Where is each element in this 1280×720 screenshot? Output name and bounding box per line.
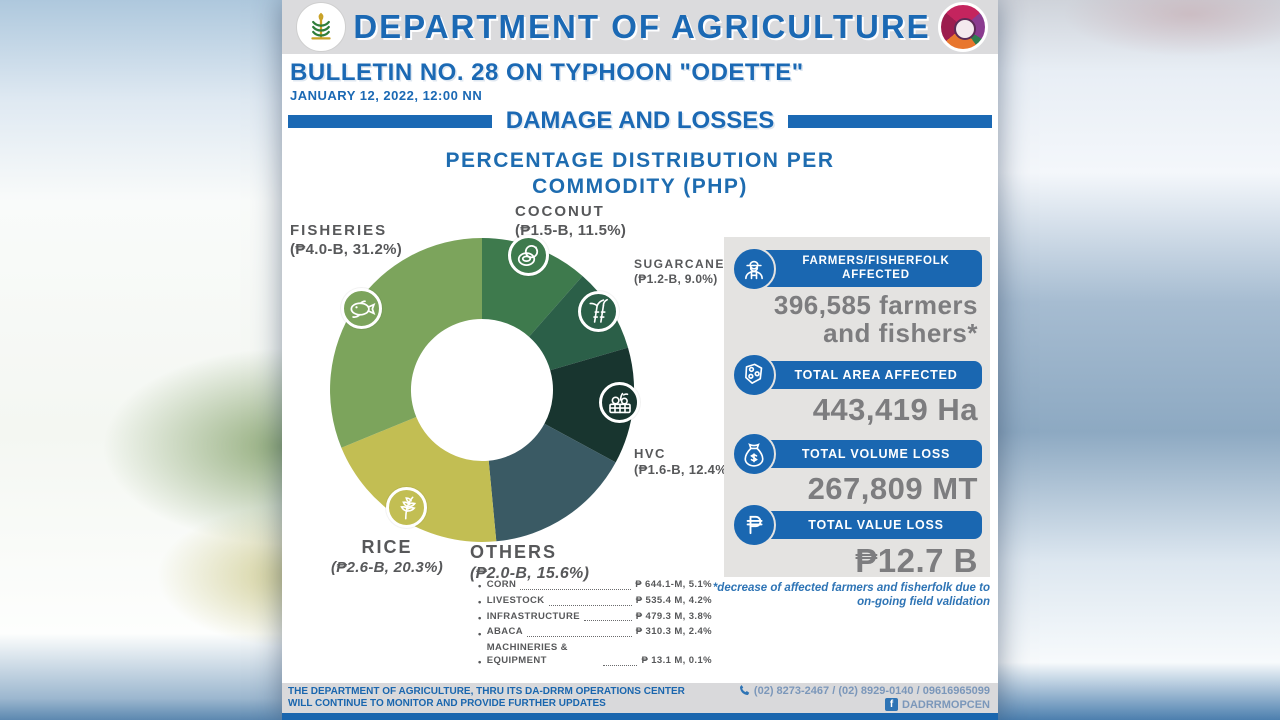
department-of-agriculture-seal (296, 2, 346, 52)
footer-band: THE DEPARTMENT OF AGRICULTURE, THRU ITS … (282, 683, 998, 713)
section-title: DAMAGE AND LOSSES (505, 107, 775, 134)
segment-label-others: OTHERS (₱2.0-B, 15.6%) (470, 542, 590, 582)
breakdown-row-infrastructure: • INFRASTRUCTURE ₱ 479.3 M, 3.8% (478, 610, 712, 624)
farmer-icon (732, 246, 776, 291)
stats-footnote: *decrease of affected farmers and fisher… (712, 582, 990, 609)
donut-segment-fisheries (330, 238, 482, 448)
footer-message: THE DEPARTMENT OF AGRICULTURE, THRU ITS … (288, 686, 685, 709)
phone-icon (739, 685, 750, 695)
breakdown-row-abaca: • ABACA ₱ 310.3 M, 2.4% (478, 626, 712, 640)
donut-segment-rice (341, 417, 497, 542)
coconut-icon (508, 235, 549, 276)
footer-strip (282, 713, 998, 720)
breakdown-row-machineries: • MACHINERIES & EQUIPMENT ₱ 13.1 M, 0.1% (478, 642, 712, 669)
stat-label-banner: TOTAL AREA AFFECTED (752, 361, 982, 390)
stat-label-banner: TOTAL VALUE LOSS (752, 511, 982, 540)
stat-farmers-fisherfolk: FARMERS/FISHERFOLK AFFECTED (732, 246, 982, 291)
blurred-backdrop-right (980, 0, 1280, 720)
stats-panel: FARMERS/FISHERFOLK AFFECTED 396,585 farm… (724, 237, 990, 580)
facebook-row: f DADRRMOPCEN (885, 698, 990, 711)
bulletin-title: BULLETIN NO. 28 ON TYPHOON "ODETTE" (290, 59, 804, 86)
phone-row: (02) 8273-2467 / (02) 8929-0140 / 096169… (738, 685, 990, 697)
stat-value-area: 443,419 Ha (812, 392, 978, 428)
stat-value-volume: 267,809 MT (807, 470, 978, 506)
hvc-icon (599, 382, 640, 423)
donut-chart (330, 238, 635, 542)
others-breakdown-list: • CORN ₱ 644.1-M, 5.1% • LIVESTOCK ₱ 535… (478, 579, 712, 671)
donut-segment-coconut (482, 238, 583, 337)
map-area-icon (732, 353, 776, 398)
facebook-icon: f (885, 698, 898, 711)
bulletin-heading: BULLETIN NO. 28 ON TYPHOON "ODETTE" JANU… (282, 54, 998, 103)
breakdown-row-corn: • CORN ₱ 644.1-M, 5.1% (478, 579, 712, 593)
breakdown-row-livestock: • LIVESTOCK ₱ 535.4 M, 4.2% (478, 594, 712, 609)
banner-bar-left (288, 114, 492, 128)
footer: THE DEPARTMENT OF AGRICULTURE, THRU ITS … (282, 683, 998, 720)
footer-contacts: (02) 8273-2467 / (02) 8929-0140 / 096169… (738, 685, 990, 711)
wheat-seal-icon (311, 13, 331, 40)
sugarcane-icon (578, 291, 619, 332)
rice-icon (386, 487, 427, 528)
donut-segment-hvc (544, 347, 635, 463)
fish-icon (341, 288, 382, 329)
stat-label-banner: TOTAL VOLUME LOSS (752, 439, 982, 468)
donut-segment-others (488, 423, 616, 542)
stat-label-banner: FARMERS/FISHERFOLK AFFECTED (752, 250, 982, 287)
stat-total-value: TOTAL VALUE LOSS (732, 503, 982, 548)
page-title: DEPARTMENT OF AGRICULTURE (353, 8, 931, 45)
chart-title: PERCENTAGE DISTRIBUTION PER COMMODITY (P… (445, 149, 835, 199)
bulletin-date: JANUARY 12, 2022, 12:00 NN (290, 88, 483, 103)
stat-total-area: TOTAL AREA AFFECTED (732, 353, 982, 398)
stat-total-volume: TOTAL VOLUME LOSS (732, 431, 982, 476)
stat-value-loss: ₱12.7 B (855, 542, 978, 580)
header-bar: DEPARTMENT OF AGRICULTURE (282, 0, 998, 54)
peso-icon (732, 503, 776, 548)
blurred-backdrop-left (0, 0, 300, 720)
stat-value-farmers: 396,585 farmers and fishers* (773, 290, 978, 349)
bulletin-infographic-card: DEPARTMENT OF AGRICULTURE BULLETIN NO. 2… (282, 0, 998, 720)
section-banner: DAMAGE AND LOSSES (288, 107, 992, 135)
segment-label-coconut: COCONUT (₱1.5-B, 11.5%) (515, 203, 627, 239)
da-drrm-opcen-logo (938, 2, 988, 52)
segment-label-fisheries: FISHERIES (₱4.0-B, 31.2%) (290, 222, 403, 258)
sack-icon (732, 431, 776, 476)
segment-label-hvc: HVC (₱1.6-B, 12.4%) (634, 446, 732, 478)
segment-label-rice: RICE (₱2.6-B, 20.3%) (330, 537, 444, 576)
banner-bar-right (788, 114, 992, 128)
segment-label-sugarcane: SUGARCANE (₱1.2-B, 9.0%) (634, 257, 725, 286)
